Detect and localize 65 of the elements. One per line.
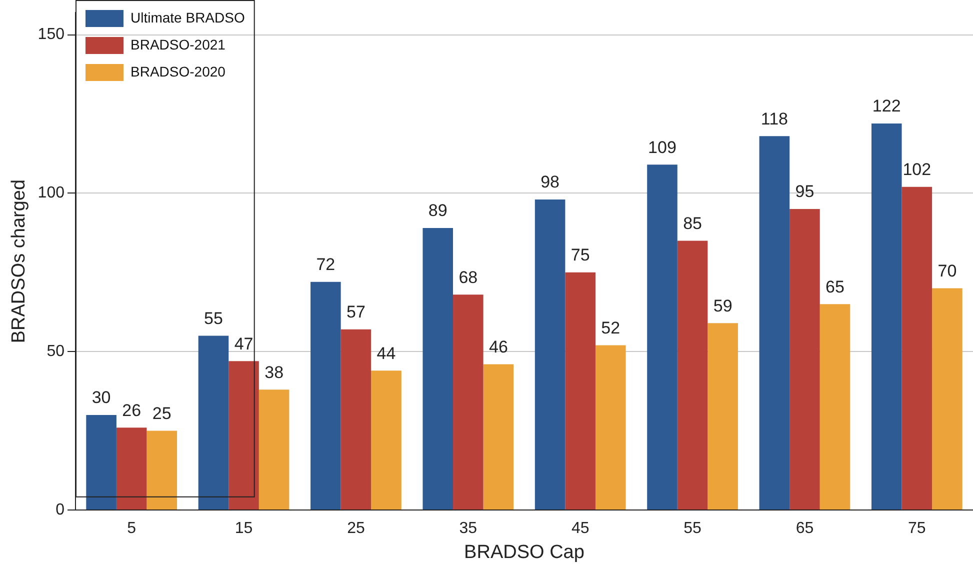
data-label: 52 [601, 318, 620, 338]
x-tick-label: 5 [127, 520, 136, 538]
legend-label: BRADSO-2021 [130, 36, 226, 52]
bar [371, 370, 402, 510]
data-label: 55 [204, 308, 223, 328]
x-tick-label: 75 [908, 520, 926, 538]
data-label: 102 [902, 160, 932, 180]
data-label: 70 [938, 261, 957, 280]
bar [422, 228, 454, 510]
data-label: 85 [683, 214, 702, 233]
x-tick-label: 65 [796, 520, 814, 538]
bar [146, 430, 178, 510]
data-label: 30 [92, 388, 111, 408]
bar [453, 294, 484, 510]
bar [198, 336, 229, 510]
data-label: 46 [488, 337, 508, 356]
bar [258, 390, 290, 510]
data-label: 75 [570, 246, 590, 265]
x-axis-title: BRADSO Cap [464, 542, 584, 563]
data-label: 47 [234, 334, 254, 354]
x-tick-label: 25 [347, 520, 365, 538]
y-tick-label: 50 [46, 343, 65, 360]
data-label: 98 [540, 172, 560, 192]
data-label: 26 [122, 400, 142, 420]
bar [759, 136, 790, 510]
data-label: 44 [376, 344, 396, 363]
y-tick-label: 150 [38, 26, 65, 44]
bar [310, 282, 341, 510]
bar [932, 288, 962, 510]
x-tick-label: 35 [459, 520, 478, 538]
data-label: 65 [826, 277, 844, 296]
bar [708, 323, 738, 510]
data-label: 59 [713, 296, 732, 316]
data-label: 38 [264, 362, 284, 382]
data-label: 89 [428, 201, 448, 220]
bar [483, 364, 514, 510]
bar [595, 345, 626, 510]
bar [340, 329, 372, 510]
bar [790, 209, 820, 510]
legend-label: BRADSO-2020 [130, 63, 226, 80]
data-label: 72 [316, 255, 336, 274]
bar [820, 304, 850, 510]
data-label: 68 [458, 268, 478, 287]
bar [647, 164, 678, 510]
data-label: 95 [795, 182, 814, 202]
y-tick-label: 0 [56, 501, 65, 518]
data-label: 122 [872, 96, 901, 116]
data-label: 25 [152, 404, 172, 423]
x-tick-label: 15 [234, 520, 253, 538]
bar [871, 123, 902, 510]
y-tick-label: 100 [38, 184, 65, 202]
data-label: 109 [648, 138, 676, 157]
bar [534, 200, 566, 510]
data-label: 57 [346, 302, 366, 322]
bar [228, 361, 259, 510]
bar [677, 240, 708, 510]
x-tick-label: 55 [684, 520, 702, 538]
bar [565, 272, 596, 510]
bar [116, 428, 147, 510]
data-label: 118 [760, 109, 788, 128]
bar [86, 414, 116, 510]
bar [902, 186, 932, 510]
x-tick-label: 45 [571, 520, 590, 538]
legend-label: Ultimate BRADSO [130, 9, 245, 26]
y-axis-title: BRADSOs charged [8, 179, 30, 344]
